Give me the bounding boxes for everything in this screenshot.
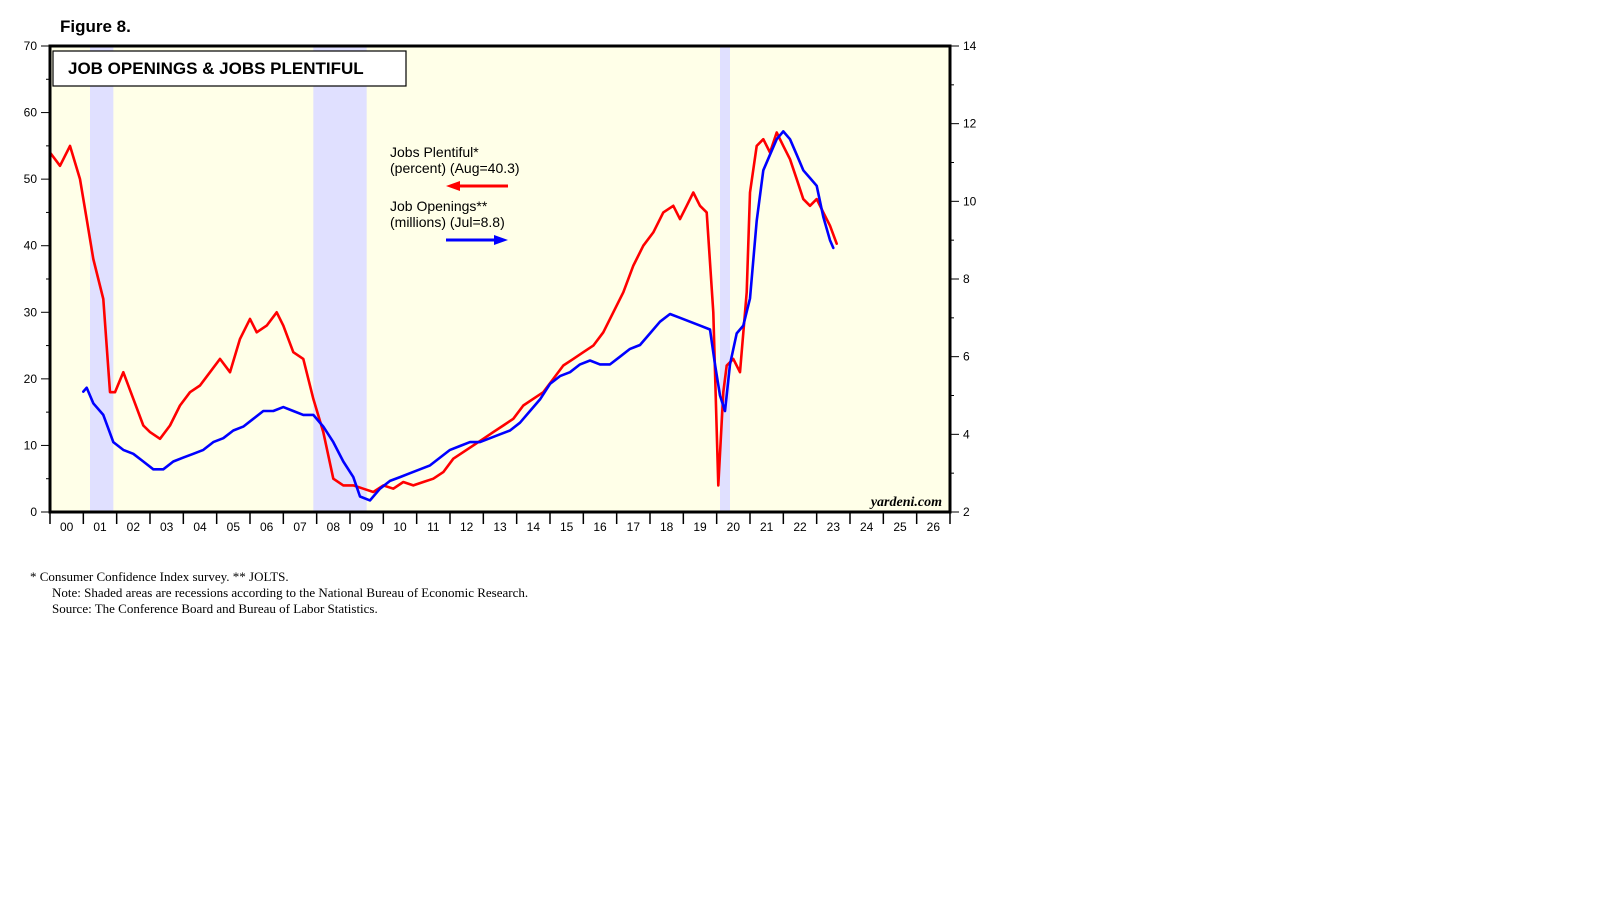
note-line: Note: Shaded areas are recessions accord… xyxy=(52,585,529,600)
series-lines xyxy=(48,130,839,502)
recession-band xyxy=(90,46,114,512)
right-tick-label: 12 xyxy=(963,117,977,131)
left-tick-label: 0 xyxy=(30,505,37,519)
x-tick-label: 10 xyxy=(393,520,407,534)
x-tick-label: 03 xyxy=(160,520,174,534)
footnote-line: * Consumer Confidence Index survey. ** J… xyxy=(30,569,289,584)
x-tick-label: 09 xyxy=(360,520,374,534)
left-arrow-icon xyxy=(446,181,460,191)
x-tick-label: 08 xyxy=(327,520,341,534)
plot-frame xyxy=(48,44,952,514)
x-tick-label: 17 xyxy=(627,520,641,534)
x-tick-label: 02 xyxy=(127,520,141,534)
left-axis: 0 10 20 30 40 50 60 70 xyxy=(24,39,50,519)
left-tick-label: 30 xyxy=(24,305,38,319)
left-tick-label: 50 xyxy=(24,172,38,186)
recession-bands xyxy=(90,46,730,512)
legend: Jobs Plentiful* (percent) (Aug=40.3) Job… xyxy=(390,144,520,245)
x-tick-label: 12 xyxy=(460,520,474,534)
job-openings-line xyxy=(82,130,835,502)
x-tick-label: 11 xyxy=(427,520,440,534)
x-tick-label: 04 xyxy=(193,520,207,534)
right-tick-label: 6 xyxy=(963,350,970,364)
recession-band xyxy=(313,46,367,512)
x-tick-label: 26 xyxy=(927,520,941,534)
left-tick-label: 20 xyxy=(24,372,38,386)
notes: * Consumer Confidence Index survey. ** J… xyxy=(30,569,528,617)
left-tick-label: 60 xyxy=(24,106,38,120)
x-tick-label: 19 xyxy=(693,520,707,534)
chart-title: JOB OPENINGS & JOBS PLENTIFUL xyxy=(68,59,364,78)
x-tick-label: 23 xyxy=(827,520,841,534)
right-tick-label: 4 xyxy=(963,427,970,441)
x-tick-label: 06 xyxy=(260,520,274,534)
x-tick-label: 01 xyxy=(93,520,107,534)
right-tick-label: 10 xyxy=(963,194,977,208)
right-axis: 2 4 6 8 10 12 14 xyxy=(950,39,977,519)
plot-background xyxy=(50,46,950,512)
left-tick-label: 40 xyxy=(24,239,38,253)
source-line: Source: The Conference Board and Bureau … xyxy=(52,601,378,616)
x-tick-label: 15 xyxy=(560,520,574,534)
x-tick-label: 22 xyxy=(793,520,807,534)
right-tick-label: 2 xyxy=(963,505,970,519)
legend-job-openings-line1: Job Openings** xyxy=(390,198,488,214)
x-tick-label: 20 xyxy=(727,520,741,534)
right-arrow-icon xyxy=(494,235,508,245)
source-mark: yardeni.com xyxy=(869,495,942,510)
left-tick-label: 70 xyxy=(24,39,38,53)
x-tick-label: 00 xyxy=(60,520,74,534)
x-tick-label: 13 xyxy=(493,520,507,534)
legend-job-openings-line2: (millions) (Jul=8.8) xyxy=(390,214,505,230)
recession-band xyxy=(720,46,730,512)
left-tick-label: 10 xyxy=(24,438,38,452)
x-tick-label: 24 xyxy=(860,520,874,534)
right-tick-label: 14 xyxy=(963,39,977,53)
title-box: JOB OPENINGS & JOBS PLENTIFUL xyxy=(52,50,407,87)
x-tick-label: 07 xyxy=(293,520,307,534)
right-tick-label: 8 xyxy=(963,272,970,286)
x-tick-label: 14 xyxy=(527,520,541,534)
x-tick-label: 21 xyxy=(760,520,774,534)
legend-jobs-plentiful-line2: (percent) (Aug=40.3) xyxy=(390,160,520,176)
x-tick-label: 25 xyxy=(893,520,907,534)
legend-jobs-plentiful-line1: Jobs Plentiful* xyxy=(390,144,479,160)
x-tick-label: 18 xyxy=(660,520,674,534)
x-tick-label: 05 xyxy=(227,520,241,534)
figure-label: Figure 8. xyxy=(60,17,131,36)
x-axis: 00 01 02 03 04 05 06 07 08 09 10 11 12 13 14 15 16 17 18 19… xyxy=(49,512,951,534)
x-tick-label: 16 xyxy=(593,520,607,534)
